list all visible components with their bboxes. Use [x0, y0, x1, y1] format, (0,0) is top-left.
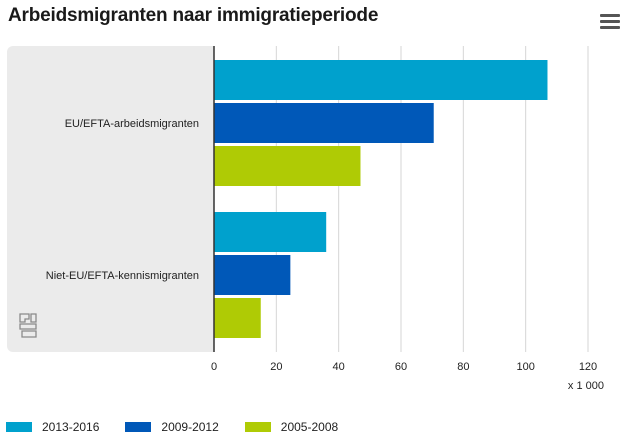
menu-icon[interactable] [600, 14, 620, 30]
x-tick-labels: 0 20 40 60 80 100 120 [211, 361, 597, 373]
category-labels: EU/EFTA-arbeidsmigranten Niet-EU/EFTA-ken… [46, 118, 199, 282]
legend-swatch [125, 422, 152, 432]
bars [214, 60, 548, 338]
legend-label: 2013-2016 [42, 420, 100, 434]
legend-label: 2009-2012 [161, 420, 219, 434]
category-label: EU/EFTA-arbeidsmigranten [65, 118, 199, 130]
bar-2005-2008[interactable] [214, 146, 361, 186]
legend: 2013-2016 2009-2012 2005-2008 [6, 420, 364, 434]
unit-label: x 1 000 [568, 380, 604, 392]
x-tick-label: 0 [211, 361, 217, 373]
x-tick-label: 100 [516, 361, 534, 373]
legend-item[interactable]: 2009-2012 [125, 420, 244, 434]
chart-title: Arbeidsmigranten naar immigratieperiode [8, 5, 379, 26]
legend-swatch [244, 422, 271, 432]
cbs-logo-icon [19, 313, 37, 338]
bar-2013-2016[interactable] [214, 212, 327, 252]
legend-swatch [6, 422, 32, 432]
legend-item[interactable]: 2013-2016 [6, 420, 125, 434]
x-tick-label: 120 [579, 361, 597, 373]
bar-chart: EU/EFTA-arbeidsmigranten Niet-EU/EFTA-ken… [7, 46, 606, 392]
x-tick-label: 80 [457, 361, 469, 373]
legend-label: 2005-2008 [280, 420, 339, 434]
x-tick-label: 40 [333, 361, 345, 373]
x-tick-label: 60 [395, 361, 407, 373]
bar-2009-2012[interactable] [214, 103, 434, 143]
bar-2013-2016[interactable] [214, 60, 548, 100]
bar-2009-2012[interactable] [214, 255, 291, 295]
x-tick-label: 20 [270, 361, 282, 373]
bar-2005-2008[interactable] [214, 298, 261, 338]
category-label: Niet-EU/EFTA-kennismigranten [46, 270, 199, 282]
legend-item[interactable]: 2005-2008 [244, 420, 364, 434]
